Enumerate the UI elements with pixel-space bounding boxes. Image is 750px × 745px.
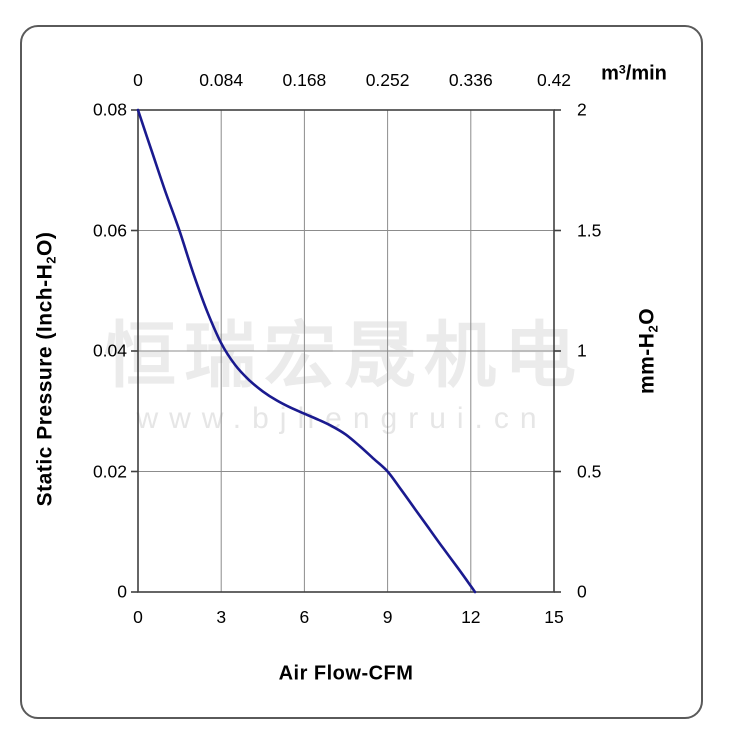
top-axis-tick-label: 0.084 bbox=[199, 70, 244, 90]
top-axis-tick-label: 0.42 bbox=[536, 70, 572, 90]
left-axis-tick-label: 0.02 bbox=[92, 461, 127, 481]
top-axis-unit-text: m bbox=[601, 62, 619, 85]
top-axis-unit-text-end: /min bbox=[625, 62, 667, 85]
bottom-axis-tick-label: 9 bbox=[382, 607, 393, 627]
top-axis-tick-label: 0.252 bbox=[365, 70, 410, 90]
chart-border bbox=[20, 25, 703, 719]
left-axis-tick-label: 0.08 bbox=[92, 99, 127, 120]
right-axis-tick-label: 0.5 bbox=[577, 461, 602, 481]
left-axis-title-subscript: 2 bbox=[43, 256, 59, 264]
bottom-axis-title: Air Flow-CFM bbox=[278, 662, 414, 685]
top-axis-unit-label: m3/min bbox=[601, 62, 667, 85]
left-axis-title: Static Pressure (Inch-H2O) bbox=[34, 232, 59, 507]
left-axis-tick-label: 0 bbox=[117, 581, 127, 602]
left-axis-title-text-end: O) bbox=[33, 231, 57, 256]
right-axis-tick-label: 2 bbox=[577, 99, 587, 120]
bottom-axis-tick-label: 6 bbox=[299, 607, 310, 627]
bottom-axis-tick-label: 12 bbox=[461, 607, 481, 627]
top-axis-tick-label: 0.168 bbox=[282, 70, 327, 90]
left-axis-tick-labels: 0.08 0.06 0.04 0.02 0 bbox=[0, 100, 127, 602]
top-axis-unit-superscript: 3 bbox=[618, 62, 626, 77]
right-axis-title: mm-H2O bbox=[636, 308, 661, 394]
left-axis-tick-label: 0.04 bbox=[92, 340, 127, 361]
bottom-axis-tick-label: 0 bbox=[133, 607, 143, 627]
top-axis-tick-label: 0.336 bbox=[448, 70, 493, 90]
right-axis-title-text-end: O bbox=[635, 307, 659, 325]
bottom-axis-tick-label: 3 bbox=[216, 607, 227, 627]
right-axis-title-text: mm-H bbox=[635, 332, 659, 395]
plot-frame bbox=[137, 109, 555, 593]
bottom-axis-tick-label: 15 bbox=[544, 607, 564, 627]
watermark-chinese-text: 恒瑞宏晟机电 bbox=[103, 316, 585, 397]
left-axis-title-text: Static Pressure (Inch-H bbox=[33, 263, 57, 507]
top-axis-tick-labels: 0 0.084 0.168 0.252 0.336 0.42 bbox=[133, 69, 571, 91]
right-axis-title-subscript: 2 bbox=[645, 324, 661, 333]
right-axis-tick-label: 1 bbox=[577, 340, 587, 361]
left-axis-tick-label: 0.06 bbox=[92, 220, 127, 240]
bottom-axis-tick-labels: 0 3 6 9 12 15 bbox=[133, 606, 564, 628]
top-axis-tick-label: 0 bbox=[133, 70, 143, 90]
performance-curve bbox=[136, 108, 477, 594]
plot-area bbox=[131, 108, 561, 594]
right-axis-tick-label: 0 bbox=[577, 581, 587, 602]
right-axis-tick-labels: 2 1.5 1 0.5 0 bbox=[577, 100, 647, 602]
right-axis-tick-label: 1.5 bbox=[577, 220, 602, 240]
